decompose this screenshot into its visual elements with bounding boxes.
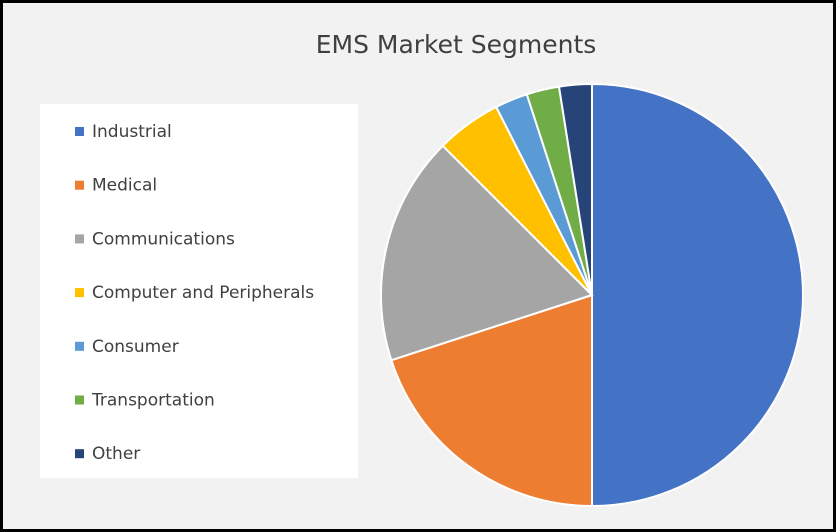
legend-swatch <box>75 180 84 190</box>
legend-label: Consumer <box>92 337 179 357</box>
pie-slice <box>380 144 594 362</box>
legend-label: Computer and Peripherals <box>92 283 314 303</box>
legend-label: Other <box>92 444 140 464</box>
legend: Industrial Medical Communications Computer … <box>40 104 358 478</box>
legend-swatch <box>75 288 84 298</box>
legend-swatch <box>75 341 84 351</box>
legend-box <box>40 104 358 478</box>
legend-swatch <box>75 234 84 244</box>
legend-label: Industrial <box>92 122 172 142</box>
legend-label: Transportation <box>91 391 215 411</box>
legend-label: Communications <box>92 229 235 249</box>
pie-slice <box>557 82 593 296</box>
chart-title: EMS Market Segments <box>316 30 597 59</box>
legend-swatch <box>75 127 84 136</box>
pie-slice <box>390 293 593 508</box>
pie-slice <box>591 82 804 508</box>
legend-swatch <box>75 449 84 459</box>
pie <box>380 82 804 508</box>
legend-swatch <box>75 395 84 405</box>
legend-label: Medical <box>92 176 157 196</box>
